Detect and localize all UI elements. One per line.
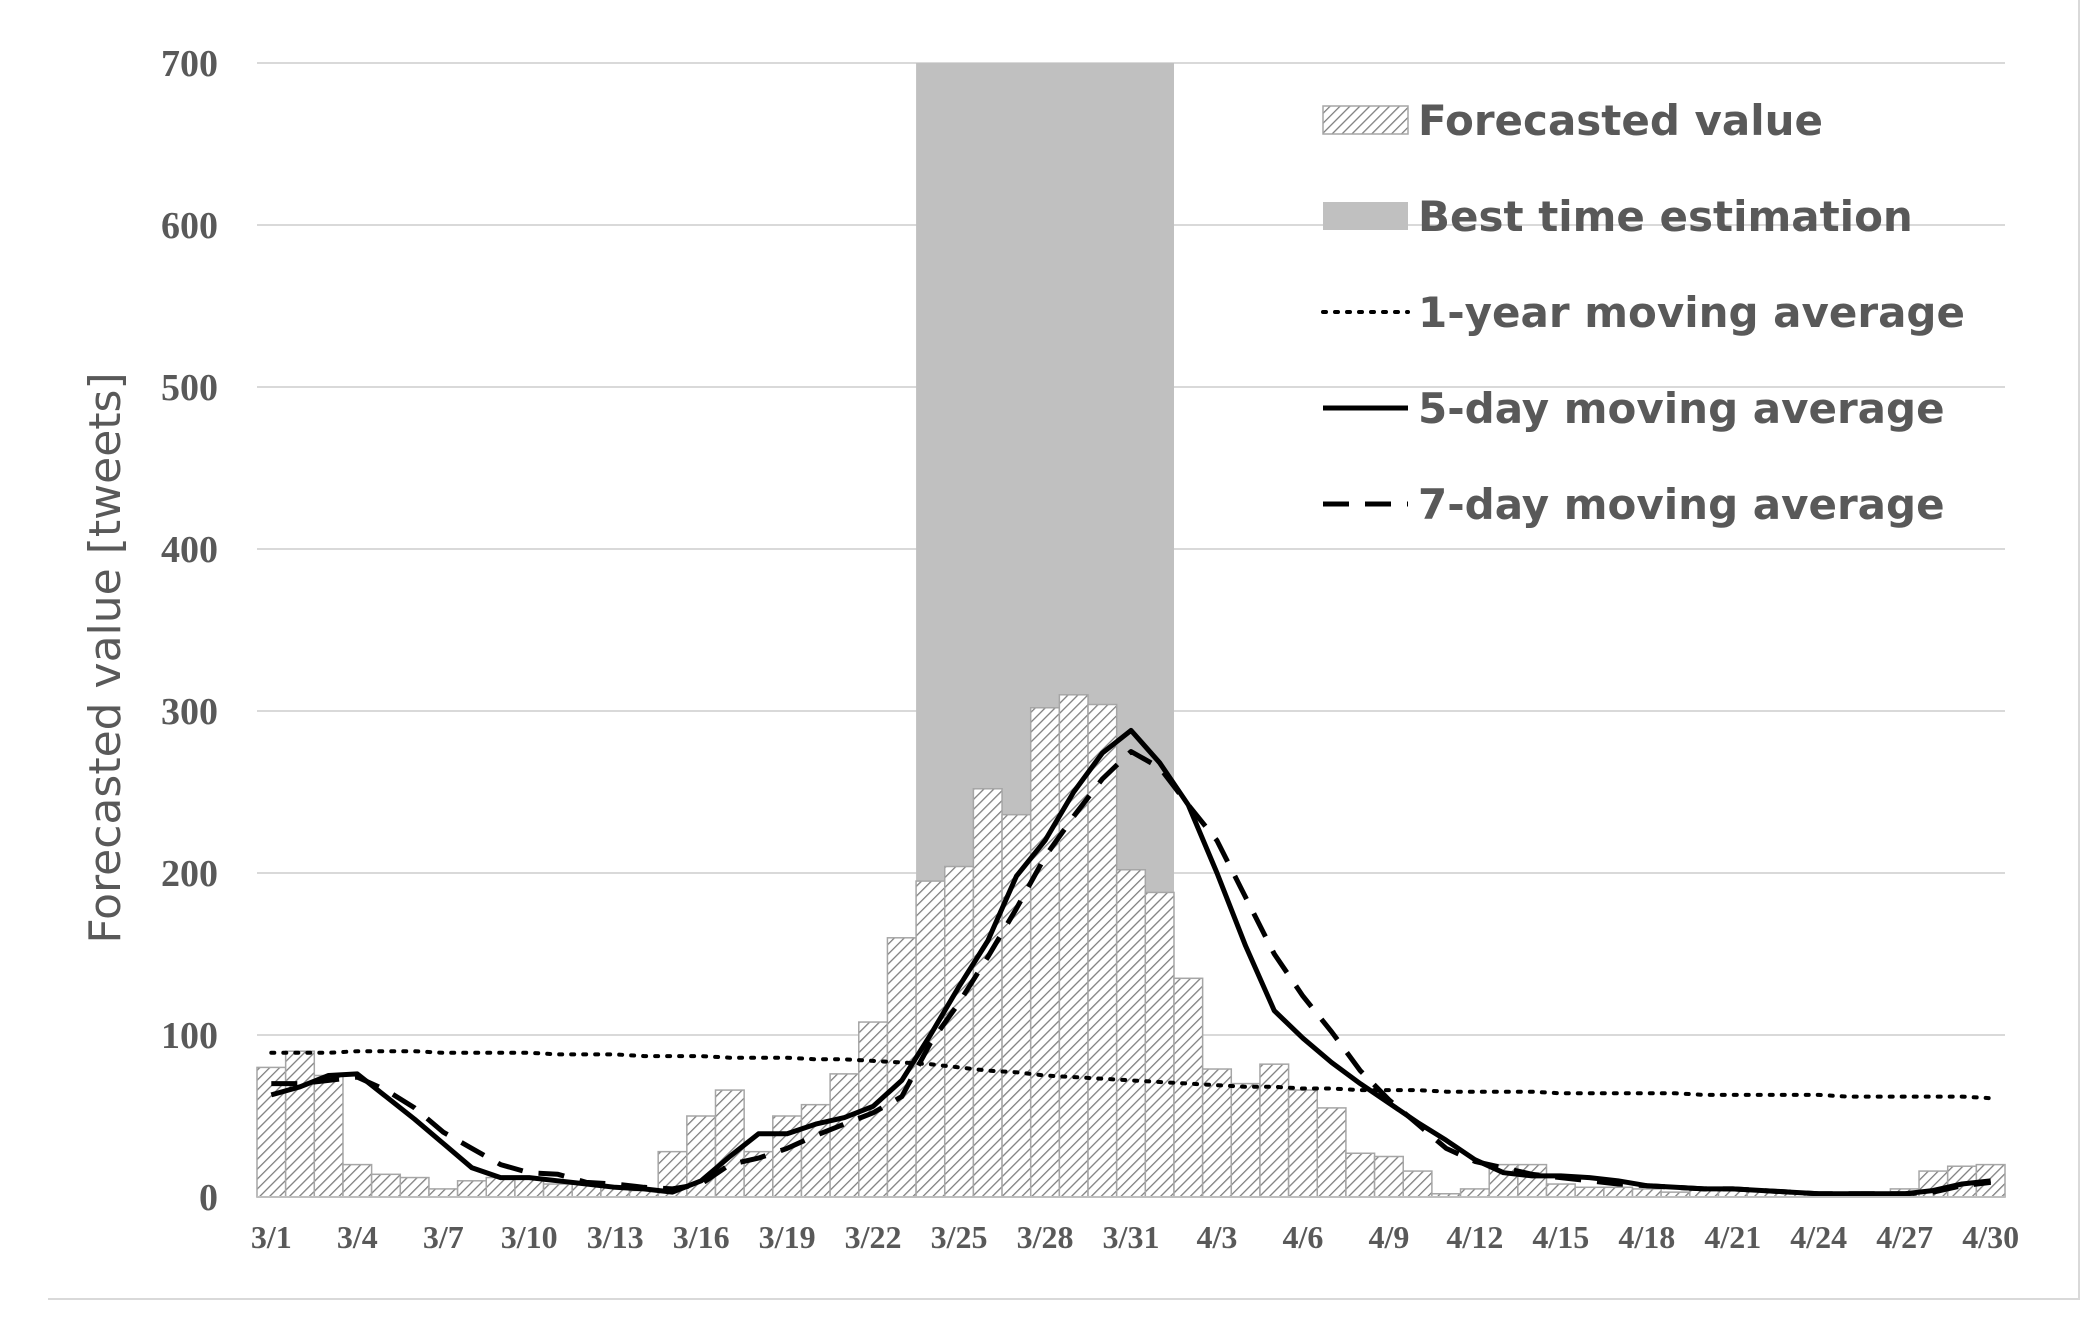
bar <box>1316 1107 1347 1198</box>
bar <box>1115 869 1147 1198</box>
bar <box>1574 1186 1605 1198</box>
bar <box>1259 1063 1290 1198</box>
bar <box>1144 891 1175 1198</box>
x-tick-label: 3/13 <box>587 1219 644 1255</box>
y-tick-label: 600 <box>161 205 218 247</box>
bar <box>342 1163 373 1198</box>
line-7-day-moving-average <box>271 749 1991 1197</box>
x-tick-label: 4/9 <box>1368 1219 1409 1255</box>
legend-label: Best time estimation <box>1418 192 1913 241</box>
bar <box>1345 1152 1376 1198</box>
legend-item-forecasted-value: Forecasted value <box>1322 96 1823 145</box>
legend-item-1-year-moving-average: 1-year moving average <box>1321 288 1965 337</box>
x-tick-label: 4/30 <box>1962 1219 2019 1255</box>
bar <box>1459 1188 1490 1198</box>
y-axis-ticks: 0 100 200 300 400 500 600 700 <box>161 43 218 1219</box>
x-tick-label: 4/27 <box>1876 1219 1933 1255</box>
x-tick-label: 3/19 <box>759 1219 816 1255</box>
bar <box>313 1074 344 1198</box>
bar <box>428 1188 459 1198</box>
x-tick-label: 3/1 <box>251 1219 292 1255</box>
line-series <box>269 727 1993 1197</box>
y-tick-label: 700 <box>161 43 218 85</box>
legend-item-5-day-moving-average: 5-day moving average <box>1323 384 1945 433</box>
bar <box>256 1066 287 1198</box>
bar <box>1545 1183 1576 1198</box>
bar <box>1517 1163 1548 1198</box>
x-tick-label: 3/10 <box>501 1219 558 1255</box>
legend-swatch <box>1322 105 1409 135</box>
legend-label: 5-day moving average <box>1418 384 1945 433</box>
bar <box>800 1103 831 1198</box>
x-tick-label: 4/12 <box>1446 1219 1503 1255</box>
legend-item-best-time-estimation: Best time estimation <box>1323 192 1913 241</box>
bar <box>456 1180 487 1198</box>
y-tick-label: 400 <box>161 529 218 571</box>
y-axis-label: Forecasted value [tweets] <box>80 372 131 943</box>
bar <box>1631 1188 1662 1198</box>
bar <box>1173 977 1204 1198</box>
bar <box>1373 1155 1404 1198</box>
bar <box>542 1183 573 1198</box>
legend-swatch <box>1323 202 1408 230</box>
x-tick-label: 4/15 <box>1532 1219 1589 1255</box>
y-tick-label: 500 <box>161 367 218 409</box>
legend: Forecasted value Best time estimation 1-ye… <box>1321 96 1965 529</box>
bar <box>1058 694 1089 1198</box>
x-tick-label: 4/6 <box>1282 1219 1323 1255</box>
bar <box>1029 707 1061 1198</box>
bar <box>485 1176 516 1198</box>
x-tick-label: 4/3 <box>1197 1219 1238 1255</box>
y-tick-label: 300 <box>161 691 218 733</box>
bar <box>1230 1082 1261 1198</box>
x-tick-label: 3/4 <box>337 1219 378 1255</box>
x-tick-label: 3/31 <box>1103 1219 1160 1255</box>
bar <box>1201 1068 1233 1198</box>
legend-label: 7-day moving average <box>1418 480 1945 529</box>
bar <box>399 1176 430 1198</box>
y-tick-label: 200 <box>161 853 218 895</box>
x-tick-label: 3/16 <box>673 1219 730 1255</box>
x-tick-label: 4/21 <box>1704 1219 1761 1255</box>
y-tick-label: 100 <box>161 1015 218 1057</box>
bar <box>943 865 975 1198</box>
bar <box>829 1073 860 1198</box>
bar <box>714 1089 745 1198</box>
x-axis-ticks: 3/1 3/4 3/7 3/10 3/13 3/16 3/19 3/22 3/25 3/28 3/3… <box>251 1219 2019 1255</box>
bar <box>1001 813 1032 1198</box>
x-tick-label: 4/24 <box>1790 1219 1847 1255</box>
x-tick-label: 3/7 <box>423 1219 464 1255</box>
legend-item-7-day-moving-average: 7-day moving average <box>1323 480 1945 529</box>
x-tick-label: 4/18 <box>1618 1219 1675 1255</box>
legend-label: 1-year moving average <box>1418 288 1965 337</box>
bar <box>1603 1186 1634 1198</box>
x-tick-label: 3/22 <box>845 1219 902 1255</box>
line-1-year-moving-average <box>269 1049 1993 1101</box>
x-tick-label: 3/25 <box>931 1219 988 1255</box>
bar <box>284 1050 316 1198</box>
bar <box>1402 1170 1433 1198</box>
legend-label: Forecasted value <box>1418 96 1823 145</box>
chart-frame <box>48 0 2080 1300</box>
bar <box>370 1173 402 1198</box>
bar <box>1287 1089 1319 1198</box>
bar <box>972 788 1003 1198</box>
y-tick-label: 0 <box>199 1177 218 1219</box>
x-tick-label: 3/28 <box>1017 1219 1074 1255</box>
